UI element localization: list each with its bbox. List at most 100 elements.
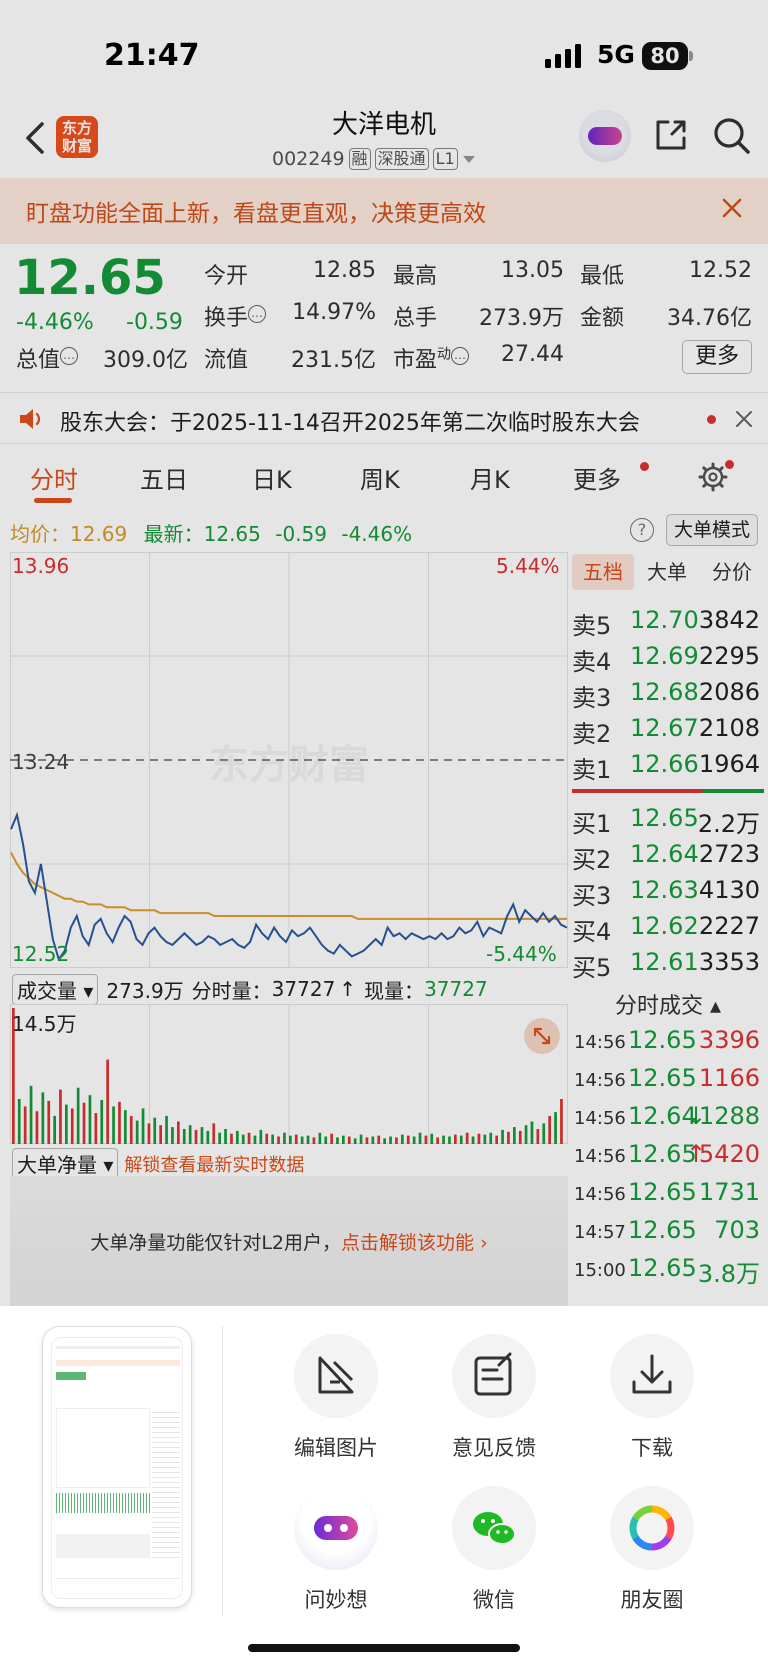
tick-row[interactable]: 14:56 12.65 1731: [570, 1176, 766, 1214]
float-cap-label: 流值: [204, 348, 249, 373]
ask-row[interactable]: 卖2 12.67 2108: [572, 714, 760, 748]
chart-info-line: 均价：12.69 最新：12.65 -0.59 -4.46%: [10, 518, 412, 547]
volume-bar: [259, 1129, 263, 1144]
volume-bar: [554, 1112, 557, 1144]
expand-chart-button[interactable]: [524, 1018, 560, 1054]
volume-bar: [377, 1135, 381, 1144]
tab-monthly-k[interactable]: 月K: [470, 466, 510, 494]
volume-bar: [560, 1099, 563, 1144]
level-tag: L1: [432, 148, 458, 170]
bid-row[interactable]: 买1 12.65 2.2万: [572, 804, 760, 838]
market-cap-value: 309.0亿: [103, 348, 188, 373]
tick-row[interactable]: 15:00 12.65 3.8万: [570, 1252, 766, 1290]
latest-change: -0.59: [275, 522, 327, 546]
ask-row[interactable]: 卖3 12.68 2086: [572, 678, 760, 712]
more-button[interactable]: 更多: [682, 340, 752, 374]
back-icon[interactable]: [20, 118, 50, 158]
ask-row[interactable]: 卖4 12.69 2295: [572, 642, 760, 676]
tick-row[interactable]: 14:56 12.65 ↑ 5420: [570, 1138, 766, 1176]
big-order-mode-button[interactable]: 大单模式: [666, 514, 758, 546]
info-icon[interactable]: …: [248, 304, 267, 323]
promo-banner[interactable]: 盯盘功能全面上新，看盘更直观，决策更高效: [0, 178, 768, 244]
low-value: 12.52: [689, 258, 752, 283]
tick-volume: 1288: [698, 1102, 760, 1130]
volume-indicator-select[interactable]: 成交量 ▾: [12, 973, 99, 1005]
tab-five-day[interactable]: 五日: [140, 466, 188, 494]
feedback-button[interactable]: 意见反馈: [434, 1334, 554, 1462]
bid-row[interactable]: 买4 12.62 2227: [572, 912, 760, 946]
y-mid-label: 13.24: [12, 750, 70, 774]
edit-image-button[interactable]: 编辑图片: [276, 1334, 396, 1462]
tab-price-distribution[interactable]: 分价: [712, 560, 752, 584]
stock-name[interactable]: 大洋电机: [331, 110, 436, 140]
volume-bar: [29, 1085, 33, 1144]
ask-row[interactable]: 卖5 12.70 3842: [572, 606, 760, 640]
bid-row[interactable]: 买2 12.64 2723: [572, 840, 760, 874]
tick-price: 12.65: [628, 1254, 697, 1282]
search-icon[interactable]: [712, 116, 752, 156]
intraday-price-chart[interactable]: 东方财富: [10, 552, 568, 968]
float-cap-value: 231.5亿: [291, 348, 376, 373]
tab-intraday[interactable]: 分时: [30, 466, 78, 494]
volume-bar: [112, 1106, 115, 1144]
volume-bar: [371, 1136, 375, 1144]
tick-price: 12.65: [628, 1026, 697, 1054]
download-icon: [610, 1334, 694, 1418]
tab-weekly-k[interactable]: 周K: [360, 466, 400, 494]
tab-daily-k[interactable]: 日K: [252, 466, 292, 494]
share-icon[interactable]: [652, 116, 690, 154]
unlock-realtime-link[interactable]: 解锁查看最新实时数据: [124, 1154, 305, 1176]
download-button[interactable]: 下载: [592, 1334, 712, 1462]
feedback-icon: [452, 1334, 536, 1418]
net-volume-select[interactable]: 大单净量 ▾: [12, 1148, 119, 1179]
wechat-button[interactable]: 微信: [434, 1486, 554, 1614]
help-icon[interactable]: ?: [630, 518, 654, 542]
info-icon[interactable]: …: [60, 346, 79, 365]
screenshot-thumbnail[interactable]: [42, 1326, 192, 1608]
bid-row[interactable]: 买3 12.63 4130: [572, 876, 760, 910]
app-logo[interactable]: 东方 财富: [56, 116, 98, 158]
status-time: 21:47: [104, 38, 200, 73]
high-label: 最高: [393, 264, 438, 289]
tick-row[interactable]: 14:56 12.65 1166: [570, 1062, 766, 1100]
volume-value: 273.9万: [479, 306, 564, 331]
tick-row[interactable]: 14:57 12.65 703: [570, 1214, 766, 1252]
bid-row[interactable]: 买5 12.61 3353: [572, 948, 760, 982]
change-percent: -4.46%: [16, 310, 94, 335]
tick-row[interactable]: 14:56 12.64 ↓ 1288: [570, 1100, 766, 1138]
market-cap-label: 总值…: [16, 342, 79, 374]
volume-bar: [483, 1134, 487, 1144]
turnover-value: 14.97%: [292, 300, 376, 325]
tick-volume: 1731: [698, 1178, 760, 1206]
expand-icon: [533, 1027, 551, 1045]
notice-bar[interactable]: 股东大会：于2025-11-14召开2025年第二次临时股东大会: [0, 392, 768, 444]
close-icon[interactable]: [720, 196, 744, 220]
tab-five-levels[interactable]: 五档: [572, 554, 634, 590]
volume-bar: [153, 1117, 157, 1144]
tab-more[interactable]: 更多: [573, 466, 621, 494]
info-icon[interactable]: …: [451, 346, 470, 365]
gear-icon[interactable]: [698, 462, 728, 492]
robot-assistant-avatar[interactable]: [579, 110, 631, 162]
unlock-feature-link[interactable]: 点击解锁该功能 ›: [341, 1232, 488, 1254]
ticks-title[interactable]: 分时成交 ▴: [614, 994, 722, 1019]
volume-bar: [294, 1134, 298, 1144]
latest-change-percent: -4.46%: [341, 522, 413, 546]
tick-row[interactable]: 14:56 12.65 3396: [570, 1024, 766, 1062]
margin-tag: 融: [348, 148, 371, 170]
moments-button[interactable]: 朋友圈: [592, 1486, 712, 1614]
volume-bar: [70, 1108, 74, 1144]
period-volume-label: 分时量：: [191, 978, 272, 1003]
tick-price: 12.65: [628, 1216, 697, 1244]
ask-assistant-button[interactable]: 问妙想: [276, 1486, 396, 1614]
volume-bar: [536, 1129, 540, 1144]
volume-chart[interactable]: [10, 1004, 568, 1144]
volume-bar: [542, 1123, 546, 1144]
tick-price: 12.65: [628, 1140, 697, 1168]
tab-big-orders[interactable]: 大单: [647, 560, 687, 584]
stock-subtitle[interactable]: 002249 融 深股通 L1: [272, 146, 476, 172]
volume-bar: [230, 1133, 233, 1144]
ask-row[interactable]: 卖1 12.66 1964: [572, 750, 760, 784]
close-icon[interactable]: [734, 409, 754, 429]
volume-bar: [194, 1129, 198, 1144]
